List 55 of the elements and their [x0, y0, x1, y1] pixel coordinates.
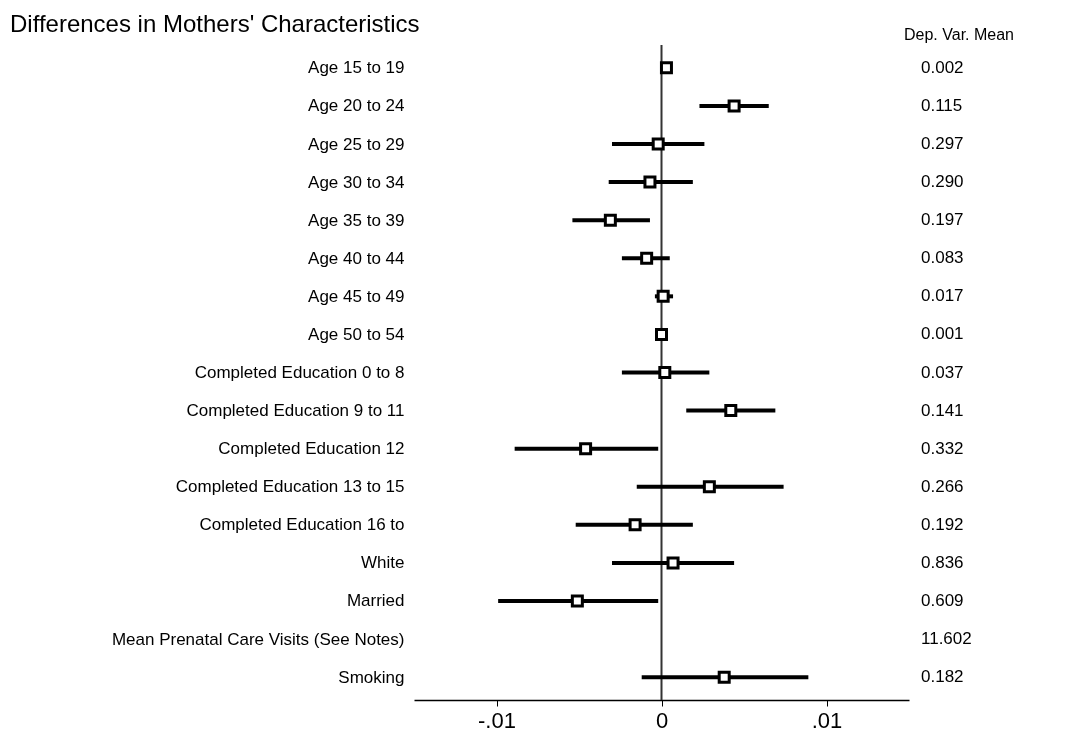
- y-tick-label: Age 35 to 39: [308, 210, 405, 230]
- point: [727, 99, 741, 113]
- point: [659, 61, 673, 75]
- text: 0.001: [921, 324, 964, 344]
- y-tick-label: Age 30 to 34: [308, 172, 405, 192]
- text: 0.609: [921, 590, 964, 610]
- point: [724, 404, 738, 418]
- y-tick-label: Completed Education 16 to: [199, 515, 405, 535]
- x-tick-label: 0: [655, 707, 669, 733]
- x-tick-label: -.01: [478, 707, 516, 733]
- point: [666, 556, 680, 570]
- point: [570, 594, 584, 608]
- point: [579, 442, 593, 456]
- text: 0.297: [921, 134, 964, 154]
- y-tick-label: Completed Education 12: [218, 439, 405, 459]
- text: 0.192: [921, 514, 964, 534]
- point: [603, 213, 617, 227]
- y-tick-label: Smoking: [338, 667, 405, 687]
- y-tick-label: Age 15 to 19: [308, 58, 405, 78]
- y-tick-label: Age 20 to 24: [308, 96, 405, 116]
- y-tick-label: Age 45 to 49: [308, 286, 405, 306]
- text: 0.836: [921, 552, 964, 572]
- y-tick-label: Age 50 to 54: [308, 324, 405, 344]
- y2-axis-title: Dep. Var. Mean: [904, 26, 1014, 43]
- point: [656, 289, 670, 303]
- text: 0.197: [921, 210, 964, 230]
- point: [702, 480, 716, 494]
- x-tick-label: .01: [811, 707, 843, 733]
- text: 0.182: [921, 667, 964, 687]
- text: 0.332: [921, 438, 964, 458]
- y-tick-label: Completed Education 9 to 11: [186, 401, 405, 421]
- text: 0.017: [921, 286, 964, 306]
- point: [643, 175, 657, 189]
- y-tick-label: Completed Education 0 to 8: [194, 363, 405, 382]
- y-tick-label: Completed Education 13 to 15: [175, 477, 405, 497]
- point: [717, 670, 731, 684]
- y-tick-label: Age 25 to 29: [308, 134, 405, 154]
- text: 0.115: [921, 95, 963, 115]
- y-tick-label: Married: [346, 591, 405, 611]
- point: [640, 251, 654, 265]
- point: [651, 137, 665, 151]
- text: 0.266: [921, 476, 964, 496]
- point: [655, 327, 668, 341]
- text: 0.002: [921, 57, 964, 77]
- text: 0.141: [921, 400, 964, 420]
- text: 0.290: [921, 172, 964, 192]
- y-tick-label: Age 40 to 44: [308, 248, 405, 268]
- y-tick-label: Mean Prenatal Care Visits (See Notes): [111, 629, 405, 649]
- y-tick-label: White: [361, 553, 405, 573]
- text: 0.083: [921, 248, 964, 268]
- point: [628, 518, 642, 532]
- point: [658, 366, 672, 379]
- text: Differences in Mothers' Characteristics: [10, 10, 420, 37]
- text: 0.037: [921, 362, 964, 382]
- text: 11.602: [921, 629, 972, 649]
